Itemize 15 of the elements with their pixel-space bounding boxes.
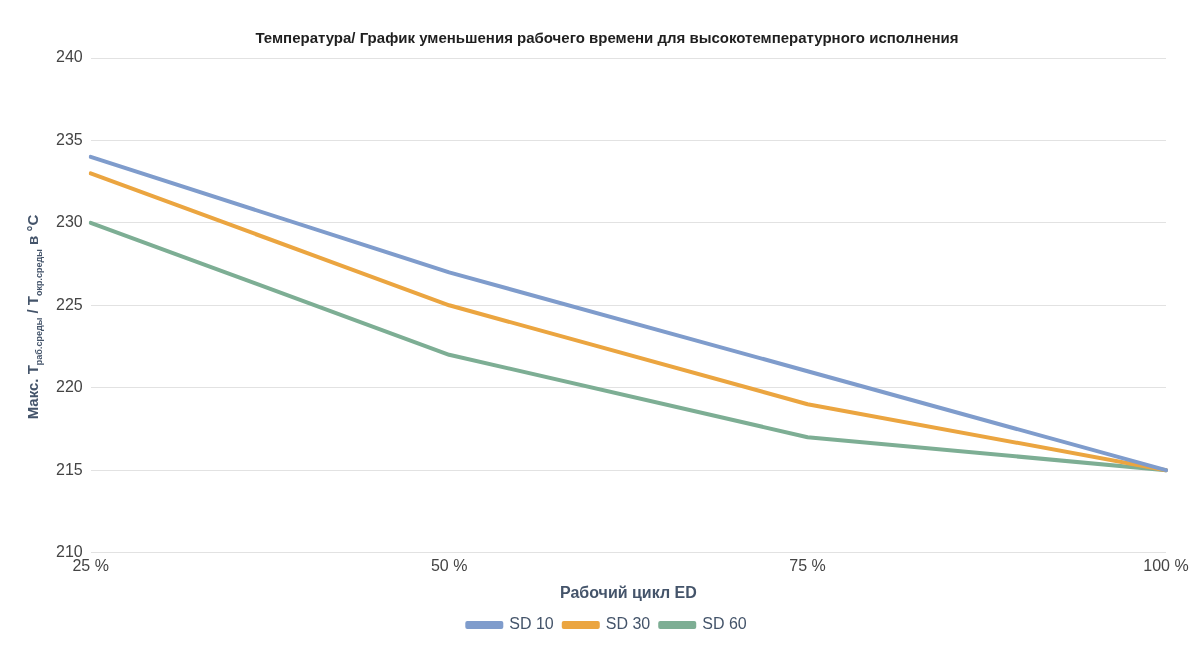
x-tick-label: 25 %: [72, 556, 109, 574]
y-tick-label: 240: [55, 48, 83, 66]
x-axis-title: Рабочий цикл ED: [559, 583, 697, 601]
y-tick-label: 225: [55, 295, 83, 313]
y-tick-label: 220: [55, 378, 83, 396]
y-tick-label: 215: [55, 460, 83, 478]
legend-label: SD 10: [509, 615, 554, 633]
y-tick-label: 235: [55, 130, 83, 148]
x-tick-label: 50 %: [430, 556, 468, 574]
legend-label: SD 60: [702, 615, 747, 633]
y-tick-label: 230: [55, 213, 83, 231]
x-tick-label: 100 %: [1143, 556, 1189, 574]
x-tick-label: 75 %: [789, 556, 826, 574]
legend-label: SD 30: [605, 615, 651, 633]
chart-title: Температура/ График уменьшения рабочего времени для высокотемпературного исполнения: [255, 29, 959, 47]
